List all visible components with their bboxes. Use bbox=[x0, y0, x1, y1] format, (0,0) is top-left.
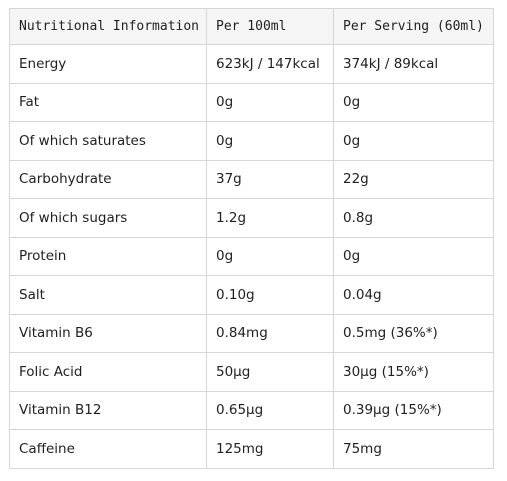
nutrition-table: Nutritional Information Per 100ml Per Se… bbox=[9, 8, 494, 469]
per-100ml-value: 0g bbox=[206, 121, 334, 161]
per-serving-value: 0.8g bbox=[333, 198, 494, 238]
nutrient-name: Caffeine bbox=[9, 429, 207, 469]
table-row: Salt 0.10g 0.04g bbox=[9, 275, 494, 315]
nutrient-name: Energy bbox=[9, 44, 207, 84]
per-100ml-value: 0.10g bbox=[206, 275, 334, 315]
nutrient-name: Of which saturates bbox=[9, 121, 207, 161]
table-row: Vitamin B12 0.65µg 0.39µg (15%*) bbox=[9, 390, 494, 430]
per-serving-value: 30µg (15%*) bbox=[333, 352, 494, 392]
per-100ml-value: 0g bbox=[206, 82, 334, 122]
per-100ml-value: 1.2g bbox=[206, 198, 334, 238]
nutrient-name: Carbohydrate bbox=[9, 159, 207, 199]
per-100ml-value: 50µg bbox=[206, 352, 334, 392]
per-100ml-value: 37g bbox=[206, 159, 334, 199]
per-serving-value: 22g bbox=[333, 159, 494, 199]
per-100ml-value: 0.65µg bbox=[206, 390, 334, 430]
table-row: Of which sugars 1.2g 0.8g bbox=[9, 198, 494, 238]
per-100ml-value: 0g bbox=[206, 236, 334, 276]
nutrient-name: Vitamin B12 bbox=[9, 390, 207, 430]
table-row: Folic Acid 50µg 30µg (15%*) bbox=[9, 352, 494, 392]
header-nutritional-information: Nutritional Information bbox=[9, 8, 207, 45]
table-row: Caffeine 125mg 75mg bbox=[9, 429, 494, 469]
per-100ml-value: 0.84mg bbox=[206, 313, 334, 353]
per-100ml-value: 125mg bbox=[206, 429, 334, 469]
table-row: Of which saturates 0g 0g bbox=[9, 121, 494, 161]
per-serving-value: 0g bbox=[333, 121, 494, 161]
per-serving-value: 374kJ / 89kcal bbox=[333, 44, 494, 84]
nutrient-name: Folic Acid bbox=[9, 352, 207, 392]
table-row: Fat 0g 0g bbox=[9, 82, 494, 122]
per-serving-value: 0.04g bbox=[333, 275, 494, 315]
table-row: Carbohydrate 37g 22g bbox=[9, 159, 494, 199]
per-100ml-value: 623kJ / 147kcal bbox=[206, 44, 334, 84]
nutrient-name: Protein bbox=[9, 236, 207, 276]
per-serving-value: 0g bbox=[333, 82, 494, 122]
nutrient-name: Vitamin B6 bbox=[9, 313, 207, 353]
nutrient-name: Fat bbox=[9, 82, 207, 122]
header-per-100ml: Per 100ml bbox=[206, 8, 334, 45]
table-row: Vitamin B6 0.84mg 0.5mg (36%*) bbox=[9, 313, 494, 353]
per-serving-value: 75mg bbox=[333, 429, 494, 469]
table-row: Protein 0g 0g bbox=[9, 236, 494, 276]
per-serving-value: 0g bbox=[333, 236, 494, 276]
nutrient-name: Of which sugars bbox=[9, 198, 207, 238]
header-per-serving: Per Serving (60ml) bbox=[333, 8, 494, 45]
table-row: Energy 623kJ / 147kcal 374kJ / 89kcal bbox=[9, 44, 494, 84]
header-row: Nutritional Information Per 100ml Per Se… bbox=[9, 8, 494, 45]
per-serving-value: 0.5mg (36%*) bbox=[333, 313, 494, 353]
nutrient-name: Salt bbox=[9, 275, 207, 315]
table-body: Energy 623kJ / 147kcal 374kJ / 89kcal Fa… bbox=[9, 44, 494, 469]
table-header: Nutritional Information Per 100ml Per Se… bbox=[9, 8, 494, 45]
per-serving-value: 0.39µg (15%*) bbox=[333, 390, 494, 430]
